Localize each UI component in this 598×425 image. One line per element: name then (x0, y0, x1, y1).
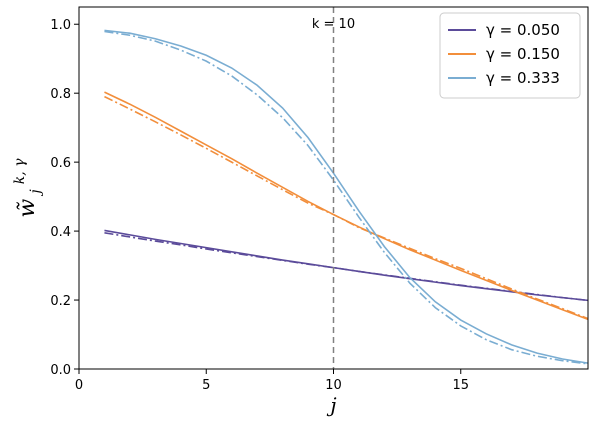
legend-box (439, 12, 581, 99)
legend-label-1: γ = 0.050 (486, 21, 560, 39)
y-tick-label: 0.4 (50, 225, 71, 240)
y-tick-label: 0.2 (50, 294, 71, 309)
y-tick-label: 1.0 (50, 18, 71, 33)
x-axis-label: j (326, 393, 336, 417)
reference-line-group: k = 10 (312, 7, 355, 369)
x-tick-label: 0 (75, 378, 83, 393)
y-tick-label: 0.8 (50, 87, 71, 102)
plot-area (104, 29, 589, 365)
y-tick-label: 0.6 (50, 156, 71, 171)
y-tick-label: 0.0 (50, 363, 71, 378)
x-tick-label: 10 (325, 378, 342, 393)
y-axis-label-superscript: k, γ (12, 158, 28, 184)
series-2-solid-line (104, 91, 589, 321)
y-axis-label-subscript: j (28, 189, 44, 197)
y-axis-label-main: w̃ (15, 199, 40, 218)
axes: 0 5 10 15 0.0 0.2 0.4 0.6 0.8 1.0 (50, 6, 589, 393)
series-3-dashdot-line (104, 30, 589, 365)
x-tick-label: 5 (202, 378, 210, 393)
series-3-solid-line (104, 29, 589, 364)
legend: γ = 0.050 γ = 0.150 γ = 0.333 (439, 12, 581, 99)
series-1-solid-line (104, 229, 589, 302)
k-reference-label: k = 10 (312, 17, 355, 32)
x-tick-label: 15 (452, 378, 469, 393)
y-axis-label: w̃ j k, γ (12, 158, 44, 218)
legend-label-2: γ = 0.150 (486, 45, 560, 63)
legend-label-3: γ = 0.333 (486, 69, 560, 87)
